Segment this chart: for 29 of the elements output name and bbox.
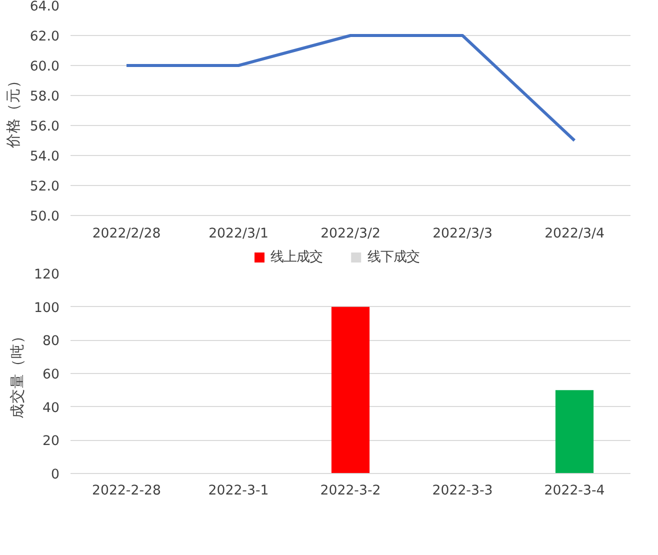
y-tick-label: 50.0: [30, 210, 60, 224]
y-tick-label: 62.0: [30, 30, 60, 44]
y-tick-label: 56.0: [30, 120, 60, 134]
y-tick-label: 120: [34, 268, 60, 282]
x-tick-label: 2022-2-28: [92, 484, 161, 498]
y-axis-title: 价格（元）: [4, 73, 22, 149]
x-tick-label: 2022-3-1: [208, 484, 269, 498]
y-tick-label: 52.0: [30, 180, 60, 194]
x-tick-label: 2022-3-2: [320, 484, 381, 498]
x-tick-label: 2022/3/2: [320, 226, 380, 242]
y-tick-label: 58.0: [30, 90, 60, 104]
y-tick-label: 54.0: [30, 150, 60, 164]
y-tick-label: 0: [51, 468, 60, 482]
y-tick-label: 20: [42, 434, 60, 450]
x-tick-label: 2022/3/3: [432, 226, 492, 242]
x-tick-label: 2022-3-4: [544, 484, 605, 498]
x-tick-label: 2022/3/4: [544, 226, 604, 242]
x-tick-label: 2022-3-3: [432, 484, 493, 498]
y-axis-title: 成交量（吨）: [9, 328, 26, 418]
legend-label: 线上成交: [270, 249, 323, 265]
y-tick-label: 100: [34, 300, 60, 316]
y-tick-label: 64.0: [30, 0, 60, 14]
y-tick-label: 60.0: [30, 60, 60, 74]
y-tick-label: 80: [42, 334, 60, 350]
x-tick-label: 2022/3/1: [208, 226, 268, 242]
y-tick-label: 40: [42, 400, 60, 416]
x-tick-label: 2022/2/28: [92, 226, 161, 242]
legend-label: 线下成交: [367, 249, 420, 265]
y-tick-label: 60: [42, 368, 60, 382]
